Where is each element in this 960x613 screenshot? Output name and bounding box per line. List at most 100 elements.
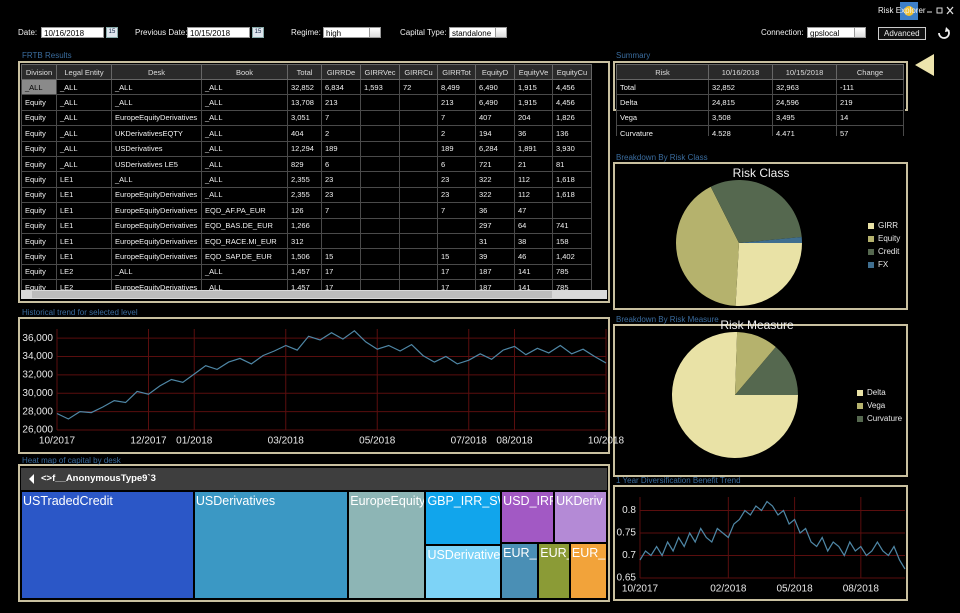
column-header[interactable]: GIRRDe xyxy=(321,64,361,80)
table-cell: EQD_AF.PA_EUR xyxy=(201,202,288,219)
treemap-label: EUR_IRR_S xyxy=(503,545,537,560)
table-cell: 785 xyxy=(552,279,592,290)
table-cell: 2 xyxy=(437,125,476,142)
treemap-cell[interactable]: EuropeEquity xyxy=(348,491,426,599)
table-row[interactable]: Equity LE1 EuropeEquityDerivatives _ALL 2,35… xyxy=(21,186,592,204)
table-row[interactable]: Equity LE2 _ALL _ALL 1,457 17 17 187 141 785 xyxy=(21,263,592,281)
table-row[interactable]: Equity LE1 EuropeEquityDerivatives EQD_SAP.… xyxy=(21,248,592,265)
column-header[interactable]: GIRRVec xyxy=(360,64,400,80)
table-cell: Equity xyxy=(21,232,57,250)
table-row[interactable]: Delta 24,815 24,596 219 xyxy=(616,94,904,111)
section-label: Summary xyxy=(616,51,650,60)
table-cell: 404 xyxy=(287,125,322,142)
heatmap-header: <>f__AnonymousType9`3 xyxy=(21,468,607,490)
regime-select[interactable]: high xyxy=(323,27,381,38)
column-header[interactable]: 10/15/2018 xyxy=(772,64,837,80)
close-button[interactable] xyxy=(946,6,954,15)
table-cell: 6,834 xyxy=(321,78,361,96)
column-header[interactable]: EquityVe xyxy=(514,64,553,80)
refresh-button[interactable] xyxy=(938,29,950,39)
table-cell: EQD_SAP.DE_EUR xyxy=(201,248,288,265)
advanced-button[interactable]: Advanced xyxy=(878,27,926,40)
y-tick-label: 28,000 xyxy=(22,406,53,417)
column-header[interactable]: Change xyxy=(836,64,904,80)
table-cell: 31 xyxy=(475,232,515,250)
table-row[interactable]: _ALL _ALL _ALL _ALL 32,852 6,834 1,593 72 8,499 6… xyxy=(21,78,592,96)
column-header[interactable]: Desk xyxy=(111,64,202,80)
treemap-cell[interactable]: UKDeriv xyxy=(554,491,607,543)
data-table: Division Legal Entity Desk Book Total GIRRDe G… xyxy=(21,64,592,290)
capital-type-select[interactable]: standalone xyxy=(449,27,507,38)
table-row[interactable]: Equity _ALL USDerivatives _ALL 12,294 189 189 6… xyxy=(21,140,592,157)
table-row[interactable]: Vega 3,508 3,495 14 xyxy=(616,109,904,127)
legend-swatch xyxy=(868,236,874,242)
treemap-cell[interactable]: EUR_IRR_S xyxy=(538,542,570,599)
table-cell: 297 xyxy=(475,217,515,234)
table-cell: 189 xyxy=(437,140,476,157)
table-cell: _ALL xyxy=(201,186,288,204)
connection-select[interactable]: gpslocal xyxy=(807,27,866,38)
table-cell xyxy=(399,248,438,265)
chart-title: Risk Measure xyxy=(720,318,794,332)
table-cell: 3,930 xyxy=(552,140,592,157)
column-header[interactable]: Legal Entity xyxy=(56,64,112,80)
y-tick-label: 0.8 xyxy=(622,505,636,516)
table-cell: 39 xyxy=(475,248,515,265)
table-row[interactable]: Equity LE1 EuropeEquityDerivatives EQD_AF.P… xyxy=(21,202,592,219)
table-row[interactable]: Equity LE1 EuropeEquityDerivatives EQD_RACE… xyxy=(21,232,592,250)
treemap-cell[interactable]: USDerivatives xyxy=(193,491,349,599)
back-arrow[interactable] xyxy=(27,468,37,490)
refresh-arrow xyxy=(945,27,950,32)
date-input[interactable]: 10/16/2018 xyxy=(41,27,104,38)
table-cell: Equity xyxy=(21,109,57,127)
previous-date-input[interactable]: 10/15/2018 xyxy=(187,27,250,38)
pie-slice xyxy=(676,186,739,306)
x-tick-label: 02/2018 xyxy=(710,584,747,595)
field-label: Previous Date: xyxy=(135,28,188,37)
table-row[interactable]: Equity LE1 EuropeEquityDerivatives EQD_BAS.… xyxy=(21,217,592,234)
maximize-button[interactable] xyxy=(936,7,943,14)
column-header[interactable]: 10/16/2018 xyxy=(708,64,773,80)
column-header[interactable]: Risk xyxy=(616,64,709,80)
table-cell: 204 xyxy=(514,109,553,127)
column-header[interactable]: EquityD xyxy=(475,64,515,80)
table-row[interactable]: Equity _ALL UKDerivativesEQTY _ALL 404 2 2 194 3… xyxy=(21,125,592,142)
table-cell: 1,618 xyxy=(552,171,592,188)
table-cell: _ALL xyxy=(201,279,288,290)
table-row[interactable]: Equity _ALL _ALL _ALL 13,708 213 213 6,490 1,915… xyxy=(21,94,592,111)
calendar-button[interactable]: 15 xyxy=(252,27,264,38)
table-cell: LE1 xyxy=(56,186,112,204)
treemap-cell[interactable]: USDerivative xyxy=(425,545,502,599)
treemap-cell[interactable]: GBP_IRR_SW xyxy=(425,491,502,545)
table-cell: 741 xyxy=(552,217,592,234)
treemap-cell[interactable]: EUR_IRR_( xyxy=(569,542,607,599)
table-cell: EuropeEquityDerivatives xyxy=(111,217,202,234)
table-row[interactable]: Equity _ALL EuropeEquityDerivatives _ALL 3,0… xyxy=(21,109,592,127)
column-header[interactable]: Division xyxy=(21,64,57,80)
table-cell: 141 xyxy=(514,263,553,281)
column-header[interactable]: Book xyxy=(201,64,288,80)
table-row[interactable]: Equity _ALL USDerivatives LE5 _ALL 829 6 6 721 2… xyxy=(21,155,592,173)
column-header[interactable]: GIRRTot xyxy=(437,64,476,80)
risk-class-panel xyxy=(613,162,908,310)
treemap-cell[interactable]: USD_IRR xyxy=(501,491,555,543)
table-row[interactable]: Total 32,852 32,963 -111 xyxy=(616,78,904,96)
summary-table: Risk 10/16/2018 10/15/2018 Change Total 32,85… xyxy=(616,64,905,136)
calendar-button[interactable]: 15 xyxy=(106,27,118,38)
treemap-cell[interactable]: USTradedCredit xyxy=(21,491,194,599)
table-cell: Equity xyxy=(21,140,57,157)
table-row[interactable]: Equity LE1 _ALL _ALL 2,355 23 23 322 112 1,618 xyxy=(21,171,592,188)
table-row[interactable]: Curvature 4,528 4,471 57 xyxy=(616,125,904,136)
column-header[interactable]: Total xyxy=(287,64,322,80)
column-header[interactable]: EquityCu xyxy=(552,64,592,80)
table-cell: 141 xyxy=(514,279,553,290)
treemap-cell[interactable]: EUR_IRR_S xyxy=(501,542,539,599)
table-cell: LE1 xyxy=(56,248,112,265)
table-row[interactable]: Equity LE2 EuropeEquityDerivatives _ALL 1,45… xyxy=(21,279,592,290)
collapse-arrow[interactable] xyxy=(915,54,934,76)
table-cell xyxy=(360,279,400,290)
column-header[interactable]: GIRRCu xyxy=(399,64,438,80)
table-cell: 194 xyxy=(475,125,515,142)
trend-line xyxy=(639,500,906,570)
scrollbar-thumb[interactable] xyxy=(32,291,552,298)
